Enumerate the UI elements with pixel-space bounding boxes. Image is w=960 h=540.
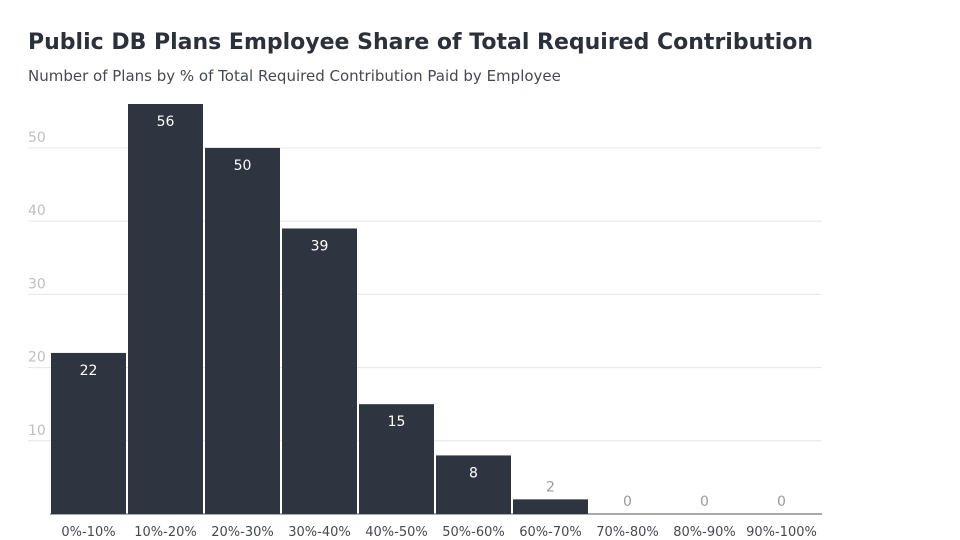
y-tick-label: 40 bbox=[28, 203, 46, 219]
data-label: 50 bbox=[234, 158, 252, 174]
x-tick-label: 10%-20% bbox=[134, 525, 196, 540]
data-label: 39 bbox=[311, 238, 329, 254]
y-tick-label: 30 bbox=[28, 276, 46, 292]
bar bbox=[282, 228, 357, 514]
y-tick-label: 20 bbox=[28, 350, 46, 366]
chart-subtitle: Number of Plans by % of Total Required C… bbox=[28, 67, 561, 85]
x-tick-label: 70%-80% bbox=[596, 525, 658, 540]
data-label: 0 bbox=[777, 494, 786, 510]
bar bbox=[436, 455, 511, 514]
bar bbox=[128, 104, 203, 514]
data-label: 56 bbox=[157, 114, 175, 130]
y-tick-label: 50 bbox=[28, 130, 46, 146]
bar bbox=[513, 499, 588, 514]
bar bbox=[205, 147, 280, 514]
x-tick-label: 80%-90% bbox=[673, 525, 735, 540]
x-tick-label: 60%-70% bbox=[519, 525, 581, 540]
x-tick-label: 50%-60% bbox=[442, 525, 504, 540]
bar bbox=[359, 404, 434, 514]
y-tick-label: 10 bbox=[28, 423, 46, 439]
x-tick-label: 30%-40% bbox=[288, 525, 350, 540]
bar bbox=[51, 352, 126, 514]
chart-title: Public DB Plans Employee Share of Total … bbox=[28, 30, 814, 55]
data-label: 15 bbox=[388, 414, 406, 430]
data-label: 8 bbox=[469, 465, 478, 481]
x-tick-label: 20%-30% bbox=[211, 525, 273, 540]
x-tick-label: 90%-100% bbox=[746, 525, 817, 540]
x-tick-label: 0%-10% bbox=[61, 525, 115, 540]
data-label: 22 bbox=[80, 363, 98, 379]
data-label: 0 bbox=[700, 494, 709, 510]
data-label: 0 bbox=[623, 494, 632, 510]
x-tick-label: 40%-50% bbox=[365, 525, 427, 540]
data-label: 2 bbox=[546, 479, 555, 495]
